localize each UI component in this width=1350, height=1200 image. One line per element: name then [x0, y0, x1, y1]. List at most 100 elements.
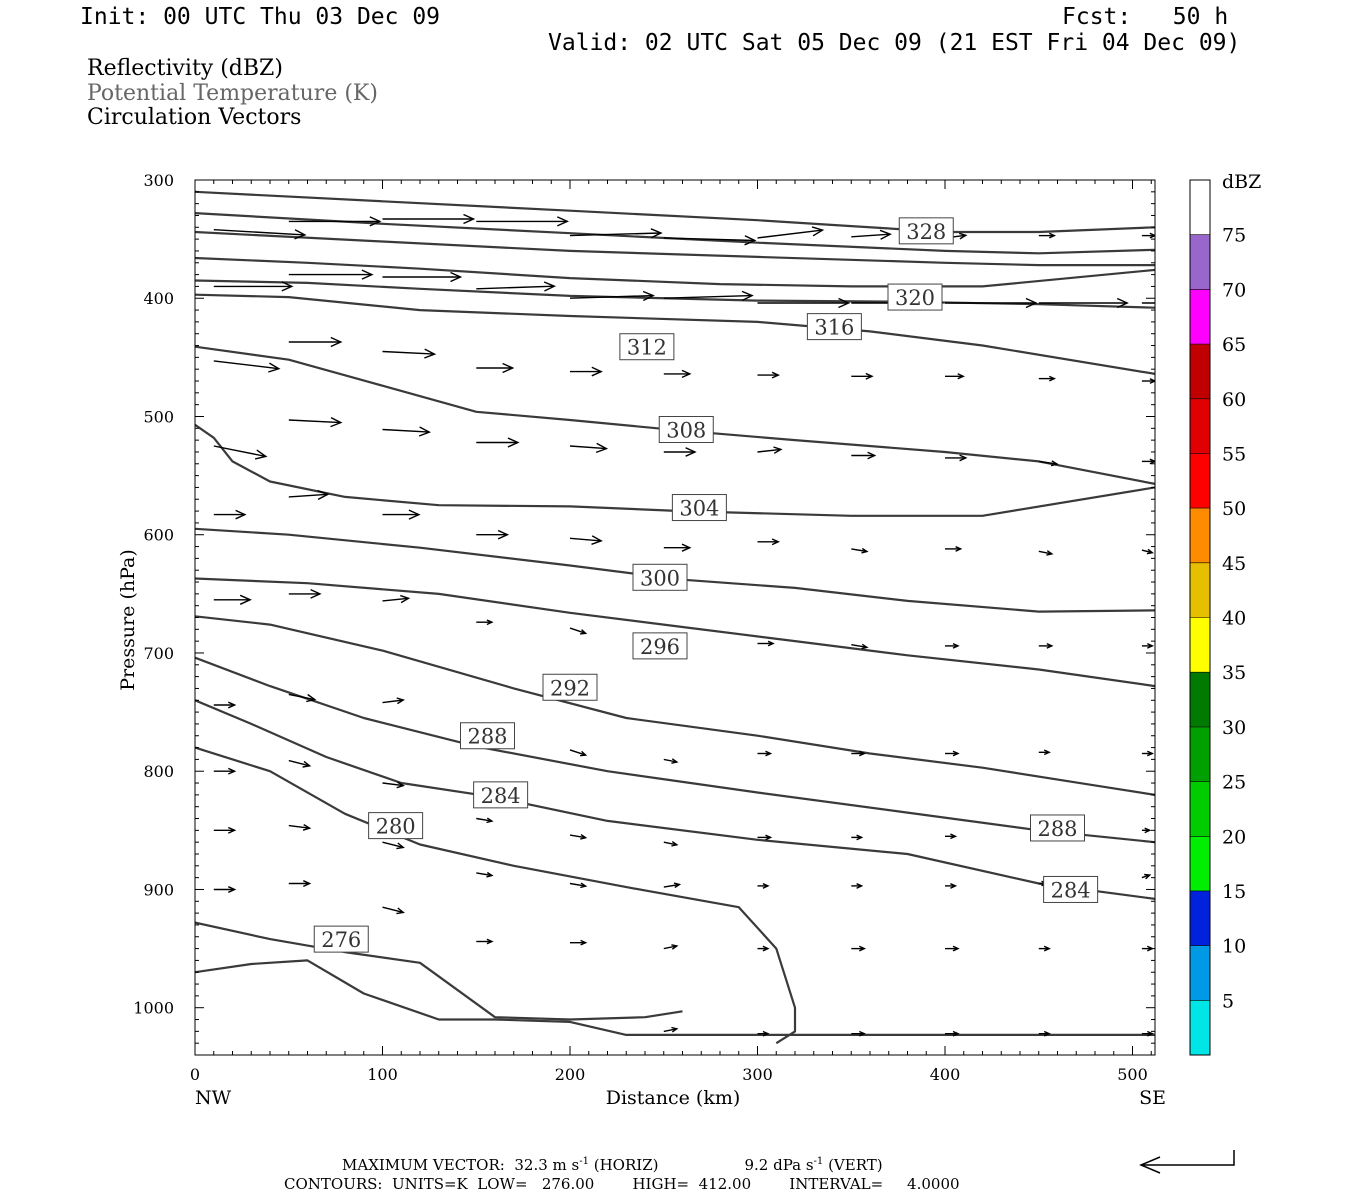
valid-time: Valid: 02 UTC Sat 05 Dec 09 (21 EST Fri …: [548, 30, 1241, 56]
field-potential-temperature: Potential Temperature (K): [87, 81, 378, 106]
vector-head: [497, 529, 510, 540]
circulation-vector: [213, 767, 237, 775]
circulation-vector: [1141, 1030, 1155, 1037]
vector-head: [580, 750, 588, 757]
colorbar-label: 75: [1222, 225, 1246, 247]
circulation-vector: [569, 834, 588, 840]
vector-head: [861, 547, 869, 554]
vector-head: [1049, 375, 1057, 382]
circulation-vector: [382, 906, 405, 915]
x-tick-label: 400: [930, 1065, 961, 1084]
circulation-vector: [757, 1030, 770, 1037]
isentrope-line: [195, 190, 1155, 234]
vector-head: [762, 1030, 770, 1037]
circulation-vector: [945, 945, 960, 952]
vector-shaft: [569, 537, 602, 542]
circulation-vector: [288, 824, 312, 831]
colorbar-label: 20: [1222, 826, 1246, 848]
circulation-vector: [1141, 458, 1155, 465]
x-tick-label: 500: [1117, 1065, 1148, 1084]
field-reflectivity: Reflectivity (dBZ): [87, 56, 283, 81]
isentrope-line: [195, 699, 1155, 900]
contour-label: 300: [632, 563, 688, 591]
vector-shaft: [476, 872, 493, 877]
vector-head: [859, 750, 867, 757]
vector-head: [671, 841, 679, 847]
vector-head: [773, 446, 783, 454]
circulation-vector: [288, 588, 322, 599]
vector-head: [1160, 300, 1168, 307]
isentrope-line: [195, 423, 1155, 517]
vector-head: [408, 509, 421, 520]
vector-head: [595, 442, 609, 454]
circulation-vector: [288, 269, 374, 280]
circulation-vector: [288, 880, 312, 888]
contour-label-box: [632, 563, 688, 591]
vector-head: [396, 842, 405, 850]
colorbar-label: 40: [1222, 608, 1246, 630]
vector-shaft: [476, 817, 493, 822]
vector-head: [281, 281, 294, 292]
vector-head: [952, 945, 960, 952]
vector-shaft: [382, 906, 404, 914]
plot-frame: [194, 179, 1156, 1056]
circulation-vector: [1038, 1030, 1051, 1037]
vector-head: [486, 817, 494, 824]
isentrope-line: [195, 746, 797, 1045]
contour-label: 276: [313, 925, 369, 953]
vector-head: [642, 290, 655, 302]
colorbar-label: 30: [1222, 717, 1246, 739]
vector-head: [1046, 550, 1054, 556]
vector-head: [950, 833, 958, 840]
colorbar-segment: [1190, 672, 1210, 727]
vector-head: [861, 643, 869, 650]
circulation-vectors: [213, 213, 1168, 1037]
vector-head: [369, 216, 382, 227]
contour-label-box: [658, 415, 714, 443]
colorbar-label: 5: [1222, 990, 1234, 1012]
x-tick-label: 0: [190, 1065, 200, 1084]
vector-head: [306, 693, 317, 703]
circulation-vector: [1141, 750, 1155, 757]
circulation-vector: [851, 229, 893, 240]
contour-label: 284: [1043, 875, 1099, 903]
circulation-vector: [757, 371, 781, 379]
vector-shaft: [569, 627, 586, 634]
circulation-vector: [945, 297, 1038, 309]
y-tick-label: 500: [143, 407, 174, 426]
isentrope-line: [195, 256, 1155, 288]
contours-line: CONTOURS: UNITS=K LOW= 276.00 HIGH= 412.…: [284, 1175, 960, 1193]
contour-label-text: 288: [467, 725, 507, 749]
circulation-vector: [288, 216, 382, 227]
contour-label-box: [460, 722, 515, 750]
contour-label-box: [1043, 875, 1099, 903]
isentrope-line: [195, 345, 1155, 485]
circulation-vector: [476, 216, 570, 227]
field-circulation-vectors: Circulation Vectors: [87, 105, 302, 130]
isentrope-line: [195, 615, 1155, 796]
contour-label-text: 312: [627, 336, 667, 360]
vector-shaft: [288, 759, 310, 767]
horiz-text: (HORIZ): [588, 1156, 659, 1174]
circulation-vector: [757, 945, 770, 952]
colorbar-segment: [1190, 508, 1210, 563]
vector-head: [396, 697, 405, 705]
vector-head: [396, 907, 405, 915]
colorbar-title: dBZ: [1222, 171, 1261, 193]
contour-label-text: 280: [376, 815, 416, 839]
vector-head: [507, 437, 520, 448]
vector-shaft: [757, 448, 781, 453]
circulation-vector: [213, 594, 252, 605]
contour-label: 296: [632, 632, 688, 660]
circulation-vector: [945, 1030, 960, 1037]
colorbar-segment: [1190, 180, 1210, 235]
vector-shaft: [569, 834, 586, 839]
vector-head: [543, 281, 557, 292]
vector-shaft: [663, 841, 677, 846]
vector-head: [239, 594, 252, 605]
vector-head: [580, 882, 588, 889]
circulation-vector: [569, 228, 663, 239]
y-axis-label: Pressure (hPa): [117, 549, 139, 691]
unit-exponent: -1: [813, 1156, 824, 1167]
circulation-vector: [569, 749, 588, 757]
